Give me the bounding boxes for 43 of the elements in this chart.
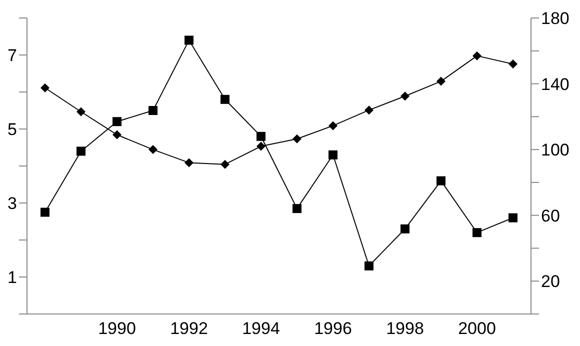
y2-tick-label: 140 <box>541 74 570 94</box>
y2-tick-label: 20 <box>541 272 560 292</box>
point <box>40 208 50 217</box>
y-tick-label: 5 <box>8 120 17 140</box>
point <box>256 142 266 151</box>
point <box>508 213 518 222</box>
x-tick-label: 1998 <box>386 319 424 338</box>
point <box>76 107 86 116</box>
y2-tick-label: 60 <box>541 206 560 226</box>
y-tick-label: 3 <box>8 194 17 214</box>
point <box>292 134 302 144</box>
point <box>184 36 194 45</box>
point <box>364 261 374 270</box>
point <box>328 121 338 130</box>
y2-tick-label: 180 <box>541 9 570 28</box>
point <box>112 117 122 126</box>
x-tick-label: 1994 <box>242 319 280 338</box>
point <box>220 94 230 104</box>
x-tick-label: 1996 <box>314 319 352 338</box>
point <box>400 92 410 101</box>
x-tick-label: 2000 <box>458 319 496 338</box>
point <box>436 176 446 186</box>
point <box>220 160 230 169</box>
point <box>112 130 122 140</box>
point <box>472 51 482 60</box>
y-tick-label: 1 <box>8 268 17 288</box>
x-tick-label: 1990 <box>98 319 136 338</box>
point <box>184 158 194 168</box>
y-tick-label: 7 <box>8 46 17 66</box>
point <box>40 83 50 92</box>
x-tick-label: 1992 <box>170 319 208 338</box>
point <box>508 60 518 69</box>
point <box>148 106 158 115</box>
point <box>328 150 338 160</box>
point <box>256 132 266 141</box>
point <box>364 106 374 115</box>
point <box>472 228 482 238</box>
point <box>292 204 302 214</box>
point <box>76 146 86 156</box>
point <box>436 76 446 86</box>
y2-tick-label: 100 <box>541 140 570 160</box>
point <box>148 145 158 154</box>
point <box>400 224 410 234</box>
